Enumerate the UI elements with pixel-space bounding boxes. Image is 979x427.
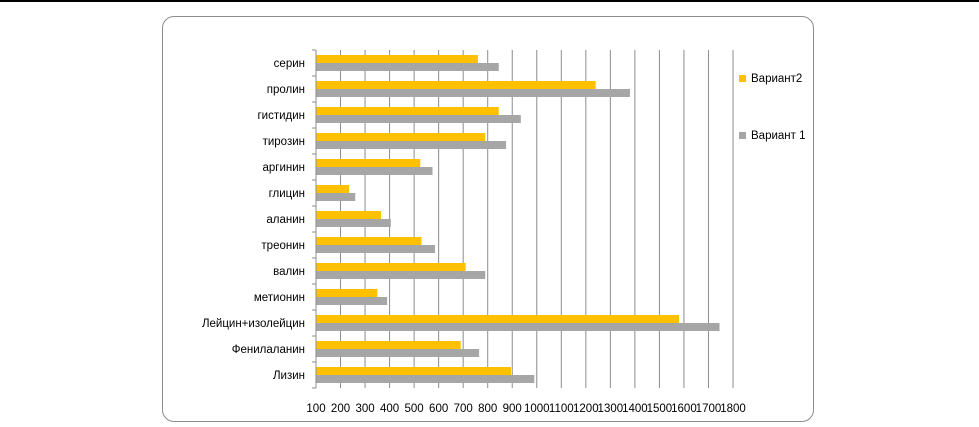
bar-variant1 xyxy=(316,219,391,227)
bar-variant2 xyxy=(316,133,486,141)
x-tick-label: 200 xyxy=(331,403,350,415)
x-tick-label: 1200 xyxy=(573,403,599,415)
bar-variant1 xyxy=(316,245,435,253)
bar-variant2 xyxy=(316,237,422,245)
bar-variant2 xyxy=(316,107,499,115)
category-label: тирозин xyxy=(263,136,305,148)
bar-variant2 xyxy=(316,315,680,323)
x-tick-label: 1500 xyxy=(647,403,673,415)
legend: Вариант2 Вариант 1 xyxy=(739,73,806,142)
x-tick-label: 800 xyxy=(478,403,497,415)
bar-variant2 xyxy=(316,81,596,89)
legend-swatch xyxy=(739,132,746,139)
x-tick-label: 1700 xyxy=(696,403,722,415)
x-tick-label: 1400 xyxy=(622,403,648,415)
category-label: аланин xyxy=(266,214,305,226)
bar-variant1 xyxy=(316,193,356,201)
legend-label: Вариант2 xyxy=(751,73,802,85)
x-tick-label: 700 xyxy=(454,403,473,415)
bar-variant2 xyxy=(316,159,421,167)
category-label: метионин xyxy=(254,292,305,304)
bar-variant2 xyxy=(316,263,466,271)
category-label: Лейцин+изолейцин xyxy=(202,318,305,330)
bar-variant1 xyxy=(316,349,480,357)
bar-variant1 xyxy=(316,167,433,175)
legend-label: Вариант 1 xyxy=(751,130,806,142)
bar-variant1 xyxy=(316,89,630,97)
bar-variant2 xyxy=(316,55,478,63)
gridlines xyxy=(340,50,734,388)
x-tick-label: 1600 xyxy=(671,403,697,415)
bar-variant1 xyxy=(316,115,521,123)
category-labels: серин пролин гистидин тирозин аргинин глицин а… xyxy=(202,58,305,382)
category-label: пролин xyxy=(267,84,305,96)
bar-variant2 xyxy=(316,289,378,297)
category-label: аргинин xyxy=(262,162,305,174)
x-tick-label: 300 xyxy=(355,403,374,415)
category-label: серин xyxy=(274,58,305,70)
bar-variant1 xyxy=(316,271,486,279)
x-tick-label: 1100 xyxy=(549,403,574,415)
bar-variant1 xyxy=(316,63,499,71)
bar-variant1 xyxy=(316,375,535,383)
tick-labels: 100 200 300 400 500 600 700 800 900 1000 1100 12001… xyxy=(306,403,745,415)
x-tick-label: 600 xyxy=(429,403,448,415)
bar-variant2 xyxy=(316,211,382,219)
axis xyxy=(312,49,317,389)
legend-swatch xyxy=(739,75,746,82)
x-tick-label: 100 xyxy=(306,403,325,415)
x-tick-label: 1800 xyxy=(720,403,746,415)
x-tick-label: 500 xyxy=(405,403,424,415)
category-label: треонин xyxy=(261,240,305,252)
bars xyxy=(316,55,720,383)
category-label: гистидин xyxy=(257,110,305,122)
x-tick-label: 1300 xyxy=(598,403,624,415)
category-label: валин xyxy=(273,266,305,278)
category-label: глицин xyxy=(269,188,305,200)
top-rule xyxy=(0,0,979,2)
bar-variant1 xyxy=(316,297,388,305)
category-label: Лизин xyxy=(273,370,305,382)
bar-variant2 xyxy=(316,341,461,349)
x-tick-label: 1000 xyxy=(524,403,550,415)
x-tick-label: 900 xyxy=(503,403,522,415)
bar-variant1 xyxy=(316,141,507,149)
category-label: Фенилаланин xyxy=(232,344,305,356)
bar-variant2 xyxy=(316,367,512,375)
x-tick-label: 400 xyxy=(380,403,399,415)
bar-variant2 xyxy=(316,185,350,193)
bar-variant1 xyxy=(316,323,720,331)
